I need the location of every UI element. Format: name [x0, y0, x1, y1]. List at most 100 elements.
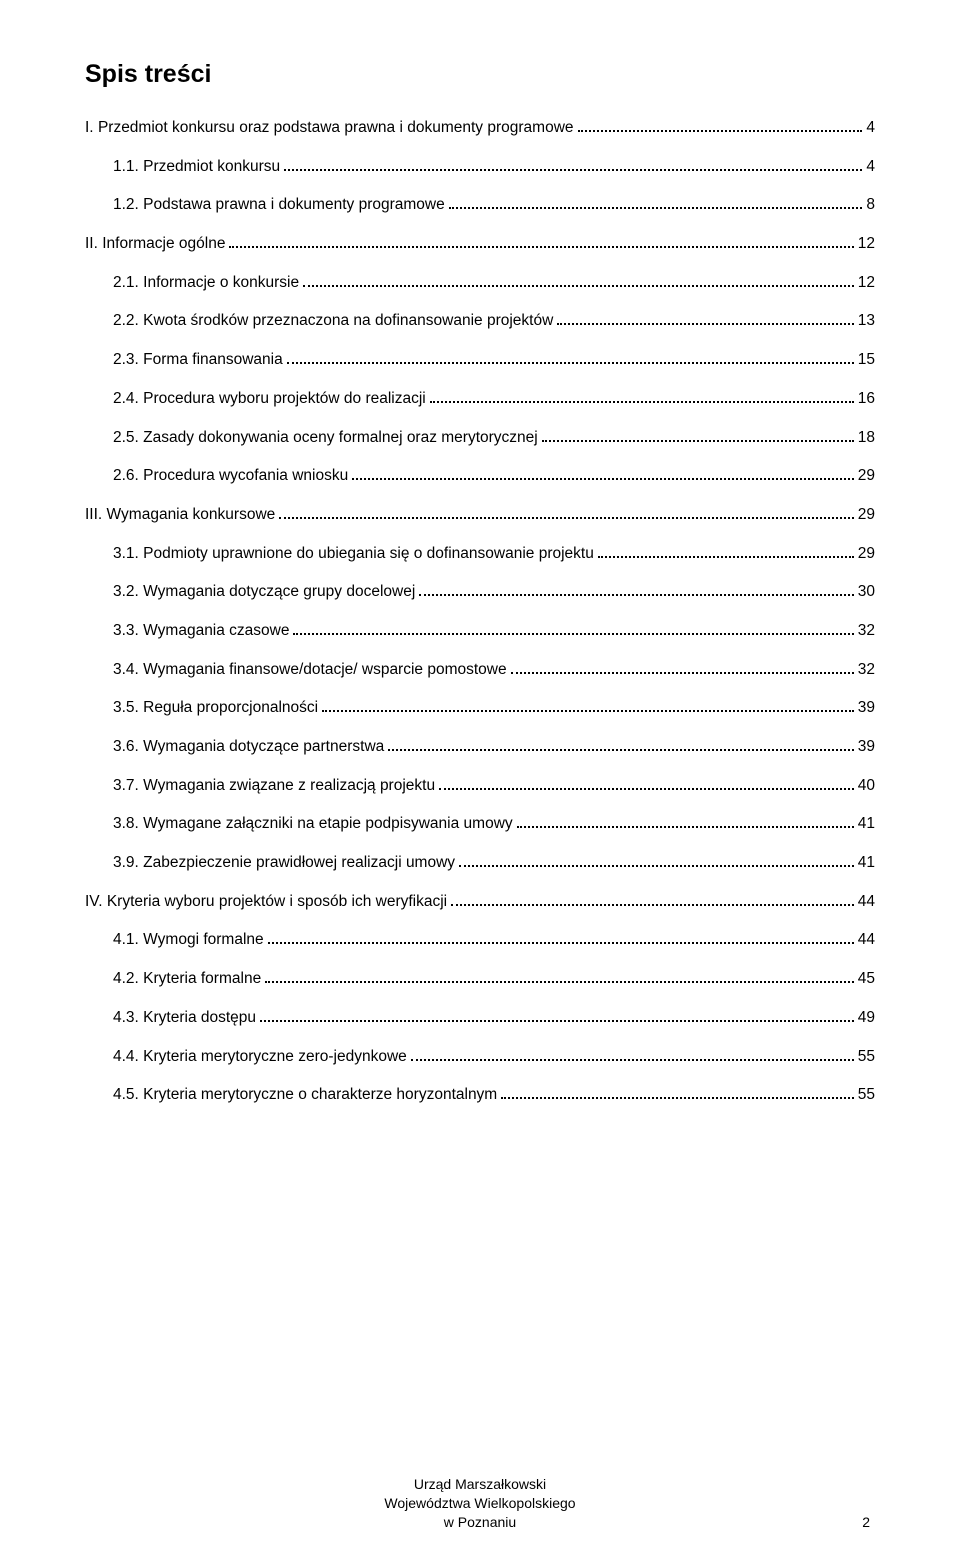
toc-entry-page: 29: [858, 543, 875, 565]
toc-entry-page: 32: [858, 620, 875, 642]
toc-entry-number: III.: [85, 504, 102, 526]
page-footer: Urząd Marszałkowski Województwa Wielkopo…: [0, 1475, 960, 1532]
toc-entry-label: 1.1. Przedmiot konkursu: [113, 156, 280, 178]
toc-entry-number: 3.6.: [113, 736, 139, 758]
toc-entry-label: 3.7. Wymagania związane z realizacją pro…: [113, 775, 435, 797]
toc-entry: 3.1. Podmioty uprawnione do ubiegania si…: [85, 543, 875, 565]
toc-leader-dots: [229, 246, 853, 248]
toc-entry-label: 4.4. Kryteria merytoryczne zero-jedynkow…: [113, 1046, 407, 1068]
toc-entry-number: 4.4.: [113, 1046, 139, 1068]
toc-entry-label: 2.5. Zasady dokonywania oceny formalnej …: [113, 427, 538, 449]
toc-entry-number: 2.1.: [113, 272, 139, 294]
toc-entry-text: Kryteria wyboru projektów i sposób ich w…: [107, 893, 447, 910]
toc-leader-dots: [293, 633, 853, 635]
toc-entry-text: Zasady dokonywania oceny formalnej oraz …: [143, 429, 538, 446]
toc-entry-text: Kryteria merytoryczne o charakterze hory…: [143, 1086, 497, 1103]
toc-entry-number: 1.2.: [113, 194, 139, 216]
toc-entry-number: 4.1.: [113, 929, 139, 951]
toc-entry-text: Informacje ogólne: [102, 235, 225, 252]
toc-entry: 3.6. Wymagania dotyczące partnerstwa 39: [85, 736, 875, 758]
toc-entry: 3.2. Wymagania dotyczące grupy docelowej…: [85, 581, 875, 603]
toc-entry-text: Wymagania konkursowe: [107, 506, 276, 523]
toc-entry: 1.1. Przedmiot konkursu 4: [85, 156, 875, 178]
toc-entry-label: 3.4. Wymagania finansowe/dotacje/ wsparc…: [113, 659, 507, 681]
toc-entry-text: Kryteria merytoryczne zero-jedynkowe: [143, 1048, 407, 1065]
toc-entry-page: 55: [858, 1046, 875, 1068]
toc-entry-number: 3.2.: [113, 581, 139, 603]
toc-leader-dots: [517, 826, 854, 828]
toc-entry-text: Podmioty uprawnione do ubiegania się o d…: [143, 545, 594, 562]
toc-entry: 4.1. Wymogi formalne44: [85, 929, 875, 951]
toc-entry: I. Przedmiot konkursu oraz podstawa praw…: [85, 117, 875, 139]
toc-entry-page: 15: [858, 349, 875, 371]
toc-leader-dots: [439, 788, 854, 790]
toc-leader-dots: [322, 710, 854, 712]
toc-entry-page: 4: [866, 156, 875, 178]
toc-leader-dots: [265, 981, 854, 983]
toc-leader-dots: [598, 556, 854, 558]
toc-entry-label: 2.3. Forma finansowania: [113, 349, 283, 371]
toc-entry-number: IV.: [85, 891, 103, 913]
toc-entry: 3.3. Wymagania czasowe32: [85, 620, 875, 642]
toc-entry-page: 49: [858, 1007, 875, 1029]
footer-line3: w Poznaniu: [0, 1513, 960, 1532]
toc-entry-label: 3.5. Reguła proporcjonalności: [113, 697, 318, 719]
toc-entry-number: 4.5.: [113, 1084, 139, 1106]
toc-leader-dots: [542, 440, 854, 442]
toc-leader-dots: [430, 401, 854, 403]
toc-entry-number: 3.1.: [113, 543, 139, 565]
toc-leader-dots: [419, 594, 853, 596]
toc-entry-number: 2.5.: [113, 427, 139, 449]
toc-entry-label: II. Informacje ogólne: [85, 233, 225, 255]
toc-entry-label: 4.2. Kryteria formalne: [113, 968, 261, 990]
toc-entry: 3.4. Wymagania finansowe/dotacje/ wsparc…: [85, 659, 875, 681]
toc-entry-text: Wymagania dotyczące partnerstwa: [143, 738, 384, 755]
toc-entry-page: 29: [858, 465, 875, 487]
toc-entry-page: 41: [858, 852, 875, 874]
toc-entry-label: 2.6. Procedura wycofania wniosku: [113, 465, 348, 487]
toc-entry-label: 1.2. Podstawa prawna i dokumenty program…: [113, 194, 445, 216]
toc-entry-number: 3.8.: [113, 813, 139, 835]
toc-leader-dots: [279, 517, 853, 519]
toc-entry-label: 3.8. Wymagane załączniki na etapie podpi…: [113, 813, 513, 835]
toc-entry-label: 3.9. Zabezpieczenie prawidłowej realizac…: [113, 852, 455, 874]
toc-entry-text: Wymagania dotyczące grupy docelowej: [143, 583, 415, 600]
toc-entry-page: 12: [858, 272, 875, 294]
toc-entry-text: Procedura wycofania wniosku: [143, 467, 348, 484]
toc-entry: 3.5. Reguła proporcjonalności39: [85, 697, 875, 719]
toc-entry-number: 3.4.: [113, 659, 139, 681]
toc-leader-dots: [268, 942, 854, 944]
toc-entry-number: 2.6.: [113, 465, 139, 487]
toc-entry: 2.5. Zasady dokonywania oceny formalnej …: [85, 427, 875, 449]
toc-entry: IV. Kryteria wyboru projektów i sposób i…: [85, 891, 875, 913]
toc-leader-dots: [303, 285, 854, 287]
toc-entry: 3.9. Zabezpieczenie prawidłowej realizac…: [85, 852, 875, 874]
toc-entry-text: Procedura wyboru projektów do realizacji: [143, 390, 426, 407]
toc-entry-text: Podstawa prawna i dokumenty programowe: [143, 196, 445, 213]
toc-entry: 3.7. Wymagania związane z realizacją pro…: [85, 775, 875, 797]
toc-entry: 3.8. Wymagane załączniki na etapie podpi…: [85, 813, 875, 835]
toc-leader-dots: [449, 207, 863, 209]
toc-entry-label: I. Przedmiot konkursu oraz podstawa praw…: [85, 117, 574, 139]
toc-leader-dots: [287, 362, 854, 364]
toc-entry: III. Wymagania konkursowe29: [85, 504, 875, 526]
toc-entry-label: 3.2. Wymagania dotyczące grupy docelowej: [113, 581, 415, 603]
toc-entry-number: 1.1.: [113, 156, 139, 178]
toc-entry-number: I.: [85, 117, 94, 139]
toc-title: Spis treści: [85, 60, 875, 89]
toc-entry-number: II.: [85, 233, 98, 255]
toc-entry-page: 39: [858, 736, 875, 758]
toc-entry: II. Informacje ogólne12: [85, 233, 875, 255]
toc-entry-text: Przedmiot konkursu: [143, 158, 280, 175]
toc-entry-label: 3.6. Wymagania dotyczące partnerstwa: [113, 736, 384, 758]
toc-entry: 4.2. Kryteria formalne45: [85, 968, 875, 990]
toc-entry-number: 2.3.: [113, 349, 139, 371]
toc-leader-dots: [388, 749, 853, 751]
toc-entry-page: 41: [858, 813, 875, 835]
toc-leader-dots: [411, 1059, 854, 1061]
toc-entry: 2.4. Procedura wyboru projektów do reali…: [85, 388, 875, 410]
toc-entry-label: 4.5. Kryteria merytoryczne o charakterze…: [113, 1084, 497, 1106]
footer-line1: Urząd Marszałkowski: [0, 1475, 960, 1494]
toc-entry-page: 44: [858, 891, 875, 913]
toc-entry-page: 8: [866, 194, 875, 216]
